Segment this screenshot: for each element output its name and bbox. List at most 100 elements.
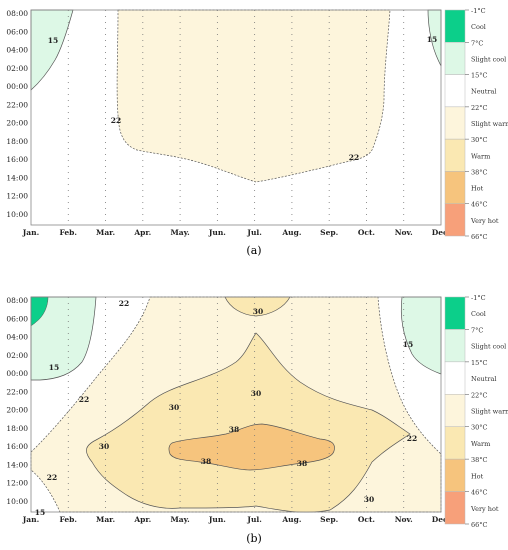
- b-y-tick-label: 06:00: [6, 314, 28, 323]
- b-contour-label: 38: [297, 459, 307, 468]
- a-legend-tick-label: 66°C: [471, 233, 488, 240]
- b-y-tick-label: 16:00: [6, 442, 28, 451]
- a-legend-label: Very hot: [470, 217, 499, 225]
- chart-panel-a: 08:00 06:00 04:00 02:00 00:00 22:00 20:00 18:00…: [0, 0, 508, 262]
- panel-label-b: (b): [246, 532, 262, 545]
- a-y-tick-label: 20:00: [6, 119, 28, 128]
- b-legend-swatch: [444, 491, 466, 525]
- b-legend-tick-label: 66°C: [471, 521, 488, 528]
- b-contour-label: 22: [119, 299, 129, 308]
- b-y-tick-label: 20:00: [6, 406, 28, 415]
- b-legend-swatch: [444, 329, 466, 363]
- a-y-tick-label: 00:00: [6, 82, 28, 91]
- contour-chart-a: 08:00 06:00 04:00 02:00 00:00 22:00 20:00 18:00…: [6, 7, 508, 241]
- a-legend-label: Slight cool: [471, 55, 506, 63]
- b-plot-border: [30, 296, 442, 513]
- a-x-tick-label: May.: [170, 228, 189, 237]
- a-y-tick-label: 14:00: [6, 173, 28, 182]
- a-legend-label: Slight warm: [471, 120, 508, 128]
- a-y-tick-label: 04:00: [6, 46, 28, 55]
- a-legend-tick-label: -1°C: [471, 7, 486, 15]
- b-y-tick-label: 04:00: [6, 333, 28, 342]
- a-x-tick-label: Apr.: [133, 228, 151, 237]
- a-x-tick-label: Jan.: [22, 228, 39, 237]
- b-legend-label: Hot: [471, 472, 484, 480]
- b-legend-swatch: [444, 361, 466, 395]
- b-zone-warm-top: [224, 296, 291, 317]
- b-contour-label: 38: [201, 457, 211, 466]
- b-x-tick-label: Aug.: [281, 515, 301, 524]
- a-legend-tick-label: 22°C: [471, 104, 488, 112]
- a-legend-tick-label: 7°C: [471, 39, 483, 47]
- a-legend-swatch: [444, 171, 466, 204]
- a-y-tick-label: 10:00: [6, 210, 28, 219]
- panel-label-a: (a): [246, 244, 262, 257]
- b-x-tick-label: Dec.: [432, 515, 450, 524]
- b-contour-label: 30: [169, 403, 179, 412]
- a-x-tick-label: Jul.: [246, 228, 261, 237]
- b-contour-label: 30: [253, 307, 263, 316]
- a-legend-label: Cool: [471, 23, 486, 31]
- a-legend-swatch: [444, 9, 466, 43]
- a-x-tick-label: Feb.: [59, 228, 77, 237]
- b-contour-label: 15: [403, 340, 413, 349]
- a-legend-swatch: [444, 203, 466, 237]
- b-zone-hot: [168, 423, 335, 471]
- b-contour-label: 38: [229, 425, 239, 434]
- a-zone-slight-cool-right: [427, 9, 442, 67]
- a-x-tick-label: Sep.: [320, 228, 338, 237]
- a-contour-label: 22: [349, 153, 359, 162]
- b-x-tick-label: Mar.: [96, 515, 115, 524]
- b-x-tick-label: Nov.: [395, 515, 413, 524]
- a-legend-tick-label: 46°C: [471, 201, 488, 209]
- b-y-tick-label: 14:00: [6, 460, 28, 469]
- a-zone-slight-warm: [116, 9, 391, 183]
- b-legend-label: Cool: [471, 310, 486, 318]
- b-contour-label: 15: [49, 363, 59, 372]
- a-x-tick-label: Oct.: [358, 228, 375, 237]
- b-x-tick-label: Jan.: [22, 515, 39, 524]
- b-legend-tick-label: 38°C: [471, 456, 488, 464]
- a-legend-label: Neutral: [471, 88, 496, 96]
- b-legend-swatch: [444, 458, 466, 492]
- a-y-tick-label: 12:00: [6, 192, 28, 201]
- b-legend-tick-label: 30°C: [471, 424, 488, 432]
- b-legend-tick-label: 15°C: [471, 359, 488, 367]
- a-contour-label: 15: [48, 36, 58, 45]
- a-y-tick-label: 06:00: [6, 27, 28, 36]
- b-contour-label: 30: [364, 495, 374, 504]
- b-legend-label: Slight cool: [471, 343, 506, 351]
- b-y-tick-label: 18:00: [6, 424, 28, 433]
- b-contour-label: 22: [79, 395, 89, 404]
- a-legend-tick-label: 30°C: [471, 136, 488, 144]
- b-y-tick-label: 00:00: [6, 369, 28, 378]
- b-x-tick-label: May.: [170, 515, 189, 524]
- a-x-tick-label: Aug.: [281, 228, 301, 237]
- a-zone-slight-cool-left: [30, 9, 74, 91]
- a-legend-swatch: [444, 74, 466, 108]
- a-x-tick-label: Jun.: [208, 228, 226, 237]
- b-legend-label: Neutral: [471, 375, 496, 383]
- a-y-tick-label: 08:00: [6, 9, 28, 18]
- b-contour-label: 15: [35, 508, 45, 517]
- a-contour-label: 22: [111, 116, 121, 125]
- b-contour-label: 30: [251, 389, 261, 398]
- a-legend-label: Hot: [471, 185, 484, 193]
- b-x-tick-label: Jun.: [208, 515, 226, 524]
- b-legend-label: Slight warm: [471, 408, 508, 416]
- a-legend-tick-label: 38°C: [471, 168, 488, 176]
- b-legend-swatch: [444, 426, 466, 460]
- a-y-tick-label: 22:00: [6, 100, 28, 109]
- b-legend-label: Very hot: [470, 505, 499, 513]
- b-contour-label: 22: [47, 473, 57, 482]
- b-x-tick-label: Feb.: [59, 515, 77, 524]
- b-x-tick-label: Sep.: [320, 515, 338, 524]
- b-zone-slight-cool-right: [400, 296, 442, 375]
- a-x-tick-label: Dec.: [432, 228, 450, 237]
- b-legend-label: Warm: [471, 440, 490, 448]
- a-x-tick-label: Mar.: [96, 228, 115, 237]
- a-contour-label: 15: [427, 35, 437, 44]
- b-x-tick-label: Apr.: [133, 515, 151, 524]
- chart-panel-b: 08:00 06:00 04:00 02:00 00:00 22:00 20:00 18:00…: [0, 284, 508, 550]
- b-legend-tick-label: -1°C: [471, 294, 486, 302]
